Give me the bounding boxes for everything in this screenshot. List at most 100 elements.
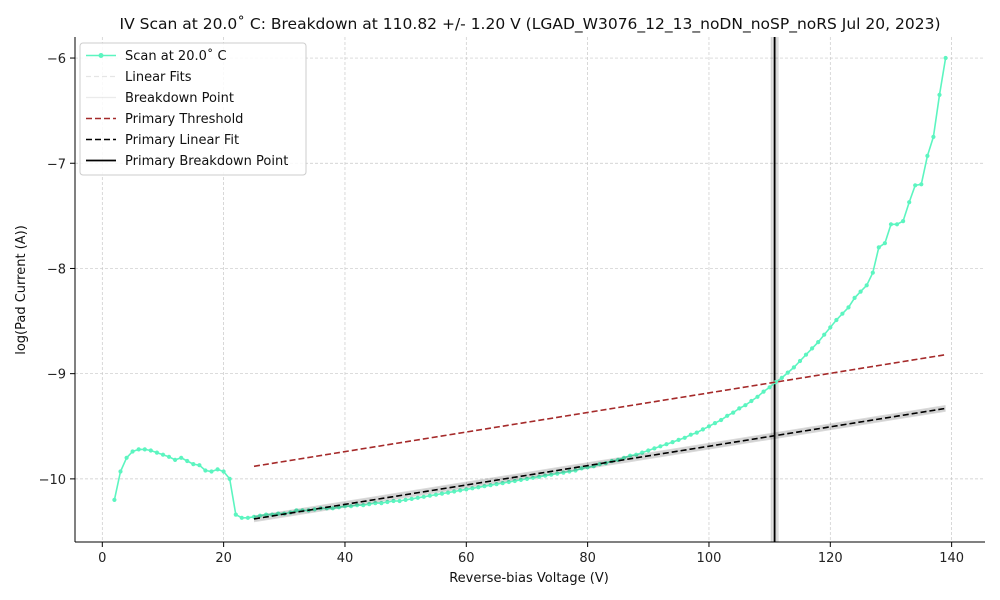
scan-point xyxy=(476,485,481,490)
scan-point xyxy=(706,424,712,429)
scan-point xyxy=(555,471,560,476)
scan-point xyxy=(755,394,760,399)
scan-point xyxy=(415,495,420,500)
scan-point xyxy=(233,512,238,517)
scan-point xyxy=(901,219,906,224)
scan-point xyxy=(834,317,839,323)
y-tick-label: −7 xyxy=(47,157,66,172)
y-tick-label: −10 xyxy=(39,473,66,488)
breakdown-band xyxy=(770,37,779,542)
scan-point xyxy=(142,447,147,452)
x-tick-label: 120 xyxy=(818,551,843,566)
scan-point xyxy=(640,450,645,455)
scan-point xyxy=(294,508,299,513)
scan-point xyxy=(858,289,863,294)
x-tick-label: 140 xyxy=(939,551,964,566)
scan-point xyxy=(148,448,153,453)
scan-point xyxy=(312,507,317,512)
linear-fit-line xyxy=(253,405,946,518)
linear-fit-line xyxy=(253,408,946,521)
scan-point xyxy=(136,447,141,452)
y-tick-label: −8 xyxy=(47,262,66,277)
scan-point xyxy=(227,476,232,481)
scan-point xyxy=(124,455,129,460)
scan-point xyxy=(506,479,511,485)
x-tick-label: 60 xyxy=(458,551,475,566)
scan-point xyxy=(118,469,123,474)
scan-point xyxy=(185,458,190,464)
scan-point xyxy=(743,403,748,408)
scan-point xyxy=(379,501,384,506)
scan-point xyxy=(500,481,505,486)
scan-point xyxy=(160,452,166,457)
scan-point xyxy=(439,491,445,496)
scan-point xyxy=(512,478,517,484)
scan-point xyxy=(464,487,469,492)
y-axis-title: log(Pad Current (A)) xyxy=(14,225,29,355)
legend-label-primary-threshold: Primary Threshold xyxy=(125,112,243,127)
linear-fit-line xyxy=(253,407,946,520)
scan-point xyxy=(810,346,815,351)
scan-point xyxy=(907,200,912,205)
scan-point xyxy=(373,501,378,506)
scan-point xyxy=(870,270,875,275)
x-tick-label: 100 xyxy=(697,551,722,566)
scan-point xyxy=(712,421,718,426)
scan-point xyxy=(876,245,881,250)
scan-point xyxy=(452,489,457,494)
scan-point xyxy=(549,472,554,477)
scan-point xyxy=(537,474,542,479)
scan-point xyxy=(264,512,269,517)
scan-point xyxy=(864,283,869,288)
scan-point xyxy=(846,305,851,310)
scan-point xyxy=(361,503,366,508)
scan-point xyxy=(670,440,675,445)
scan-point xyxy=(822,332,827,337)
legend-label-primary-linear-fit: Primary Linear Fit xyxy=(125,133,239,148)
scan-point xyxy=(348,504,354,509)
scan-point xyxy=(737,406,742,411)
scan-point xyxy=(215,467,220,472)
scan-point xyxy=(925,153,930,158)
scan-point xyxy=(391,498,396,504)
x-tick-label: 40 xyxy=(337,551,354,566)
scan-point xyxy=(682,435,687,440)
scan-point xyxy=(130,449,135,454)
scan-point xyxy=(931,134,936,139)
scan-point xyxy=(427,493,432,498)
scan-point xyxy=(688,432,693,437)
scan-point xyxy=(385,499,390,505)
legend-label-primary-breakdown-point: Primary Breakdown Point xyxy=(125,154,288,169)
chart-title: IV Scan at 20.0˚ C: Breakdown at 110.82 … xyxy=(120,15,941,34)
scan-point xyxy=(937,92,942,97)
linear-fit-line xyxy=(253,406,946,519)
scan-point xyxy=(943,55,948,61)
scan-point xyxy=(725,413,730,418)
scan-point xyxy=(203,468,208,473)
scan-point xyxy=(646,448,651,453)
ticks: 0 20 40 60 80 100 120 140 −10 −9 −8 −7 −6 xyxy=(39,52,964,566)
scan-point xyxy=(433,492,439,497)
scan-point xyxy=(488,483,493,488)
scan-point xyxy=(664,442,669,447)
scan-point xyxy=(731,410,736,415)
legend-label-breakdown-point: Breakdown Point xyxy=(125,91,234,106)
scan-point xyxy=(482,484,487,489)
scan-point xyxy=(658,444,663,449)
scan-point xyxy=(888,222,894,227)
scan-point xyxy=(421,494,426,499)
scan-point xyxy=(779,375,784,380)
scan-point xyxy=(803,352,809,357)
scan-point xyxy=(245,515,250,520)
scan-point xyxy=(221,469,226,474)
scan-point xyxy=(494,482,499,487)
legend-box xyxy=(79,42,307,176)
scan-point xyxy=(767,385,772,390)
scan-point xyxy=(840,311,845,316)
scan-point xyxy=(355,503,360,508)
legend: Scan at 20.0˚ C Linear Fits Breakdown Po… xyxy=(79,42,307,176)
axes xyxy=(74,37,985,543)
x-tick-label: 20 xyxy=(215,551,232,566)
x-axis-title: Reverse-bias Voltage (V) xyxy=(449,571,609,586)
